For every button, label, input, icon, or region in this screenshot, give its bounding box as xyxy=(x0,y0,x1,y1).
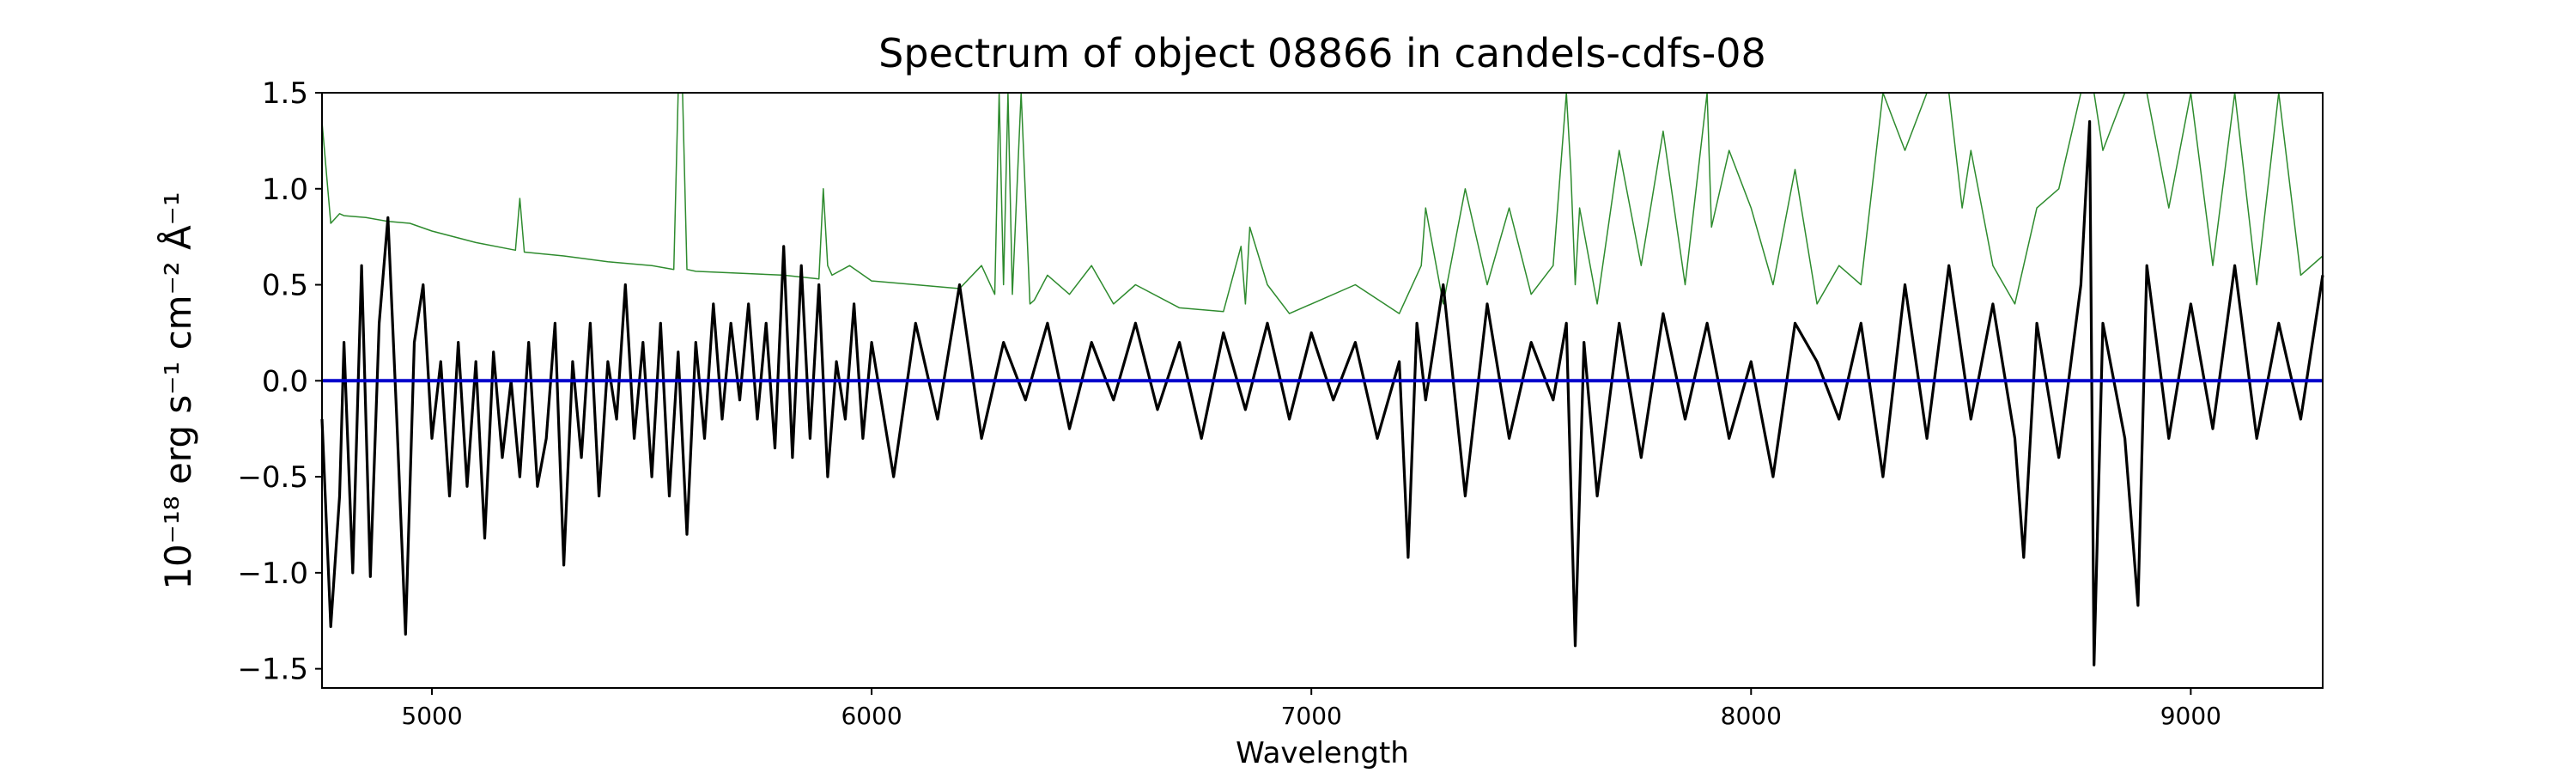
y-axis-label: 10⁻¹⁸ erg s⁻¹ cm⁻² Å⁻¹ xyxy=(156,192,199,589)
series-layer xyxy=(320,92,2324,666)
x-tick-label: 9000 xyxy=(2160,702,2221,730)
chart-title: Spectrum of object 08866 in candels-cdfs… xyxy=(878,30,1766,76)
flux-series-line xyxy=(320,119,2324,666)
y-tick-label: 0.0 xyxy=(262,364,308,399)
plot-frame xyxy=(321,92,2324,689)
x-tick-label: 8000 xyxy=(1721,702,1782,730)
y-tick-label: −0.5 xyxy=(237,460,308,495)
y-axis: −1.5 −1.0 −0.5 0.0 0.5 1.0 1.5 xyxy=(237,76,322,687)
x-tick-label: 7000 xyxy=(1281,702,1342,730)
x-tick-label: 6000 xyxy=(841,702,902,730)
x-axis: 5000 6000 7000 8000 9000 xyxy=(401,688,2221,730)
x-tick-label: 5000 xyxy=(401,702,462,730)
plot-area xyxy=(320,92,2324,689)
y-tick-label: −1.0 xyxy=(237,557,308,591)
y-tick-label: 1.5 xyxy=(262,76,308,111)
x-axis-label: Wavelength xyxy=(1236,736,1409,770)
y-tick-label: 1.0 xyxy=(262,173,308,207)
y-tick-label: 0.5 xyxy=(262,269,308,303)
noise-series-line xyxy=(321,92,2324,314)
y-tick-label: −1.5 xyxy=(237,653,308,687)
